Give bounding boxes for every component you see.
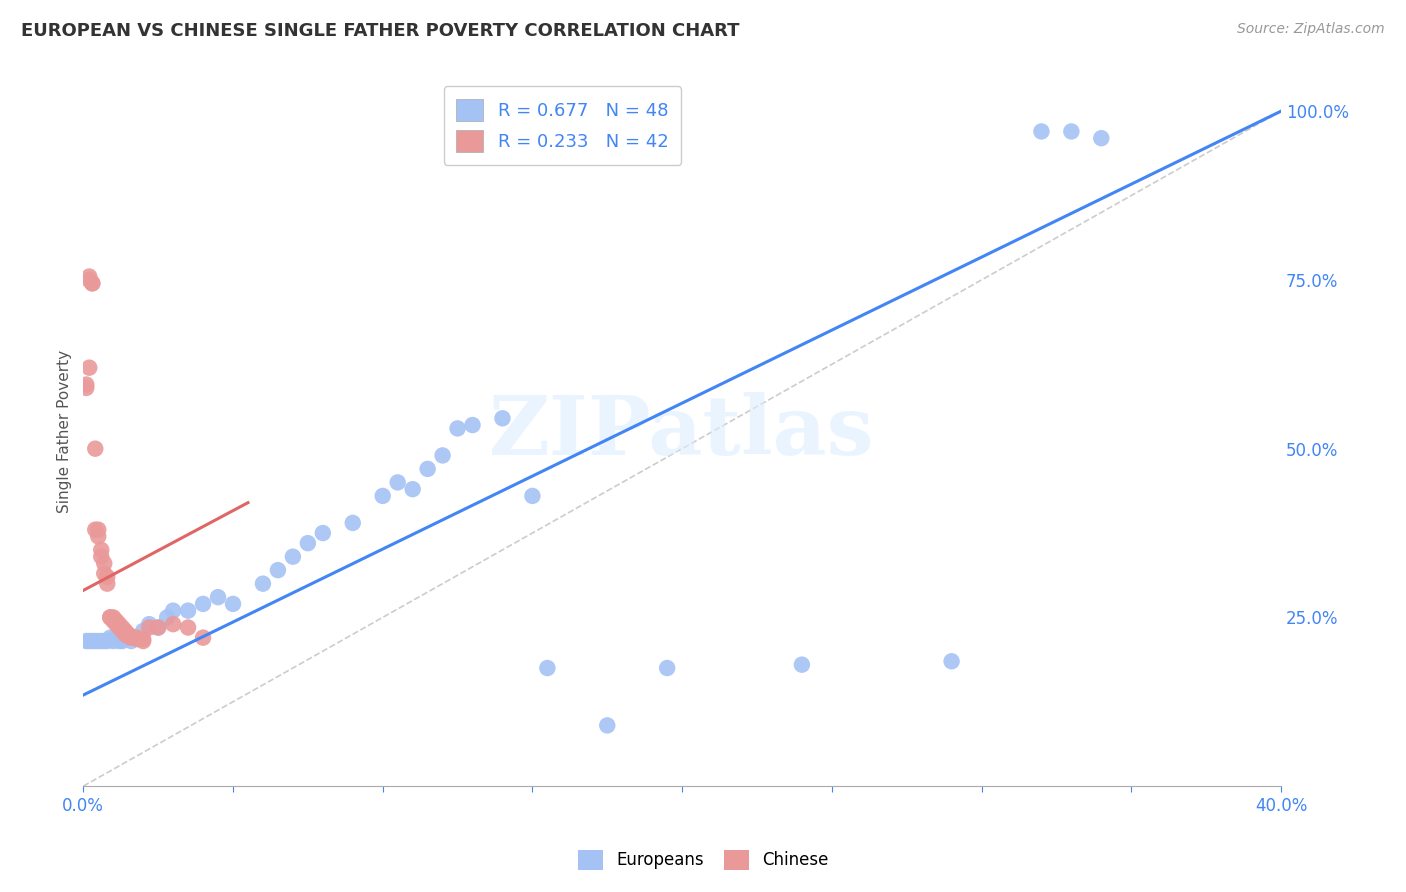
Point: [77, 273, 100, 287]
Point: [120, 629, 142, 643]
Point: [117, 627, 139, 641]
Point: [77, 634, 100, 648]
Point: [132, 632, 155, 646]
Point: [1060, 124, 1083, 138]
Point: [401, 482, 423, 496]
Point: [90, 549, 112, 564]
Point: [146, 621, 169, 635]
Point: [98, 610, 121, 624]
Point: [114, 627, 136, 641]
Point: [120, 631, 142, 645]
Point: [446, 421, 468, 435]
Point: [536, 661, 558, 675]
Point: [162, 617, 184, 632]
Point: [114, 624, 136, 638]
Point: [117, 629, 139, 643]
Point: [87, 529, 110, 543]
Legend: Europeans, Chinese: Europeans, Chinese: [571, 843, 835, 877]
Point: [138, 617, 160, 632]
Point: [297, 536, 319, 550]
Point: [111, 621, 134, 635]
Point: [98, 610, 121, 624]
Point: [491, 411, 513, 425]
Point: [77, 269, 100, 284]
Point: [75, 377, 97, 392]
Point: [120, 634, 142, 648]
Point: [281, 549, 304, 564]
Point: [75, 634, 97, 648]
Point: [432, 449, 454, 463]
Point: [82, 277, 104, 291]
Point: [177, 604, 200, 618]
Point: [84, 523, 107, 537]
Point: [156, 610, 179, 624]
Legend: R = 0.677   N = 48, R = 0.233   N = 42: R = 0.677 N = 48, R = 0.233 N = 42: [443, 87, 681, 165]
Point: [1031, 124, 1053, 138]
Point: [87, 523, 110, 537]
Point: [103, 634, 125, 648]
Point: [108, 621, 131, 635]
Point: [90, 634, 112, 648]
Point: [371, 489, 394, 503]
Point: [98, 631, 121, 645]
Point: [96, 570, 118, 584]
Point: [93, 557, 115, 571]
Point: [87, 634, 110, 648]
Point: [105, 631, 128, 645]
Point: [387, 475, 409, 490]
Point: [267, 563, 290, 577]
Point: [103, 610, 125, 624]
Point: [75, 381, 97, 395]
Point: [90, 542, 112, 557]
Point: [117, 631, 139, 645]
Point: [82, 277, 104, 291]
Point: [312, 526, 335, 541]
Point: [108, 617, 131, 632]
Text: ZIPatlas: ZIPatlas: [489, 392, 875, 472]
Point: [84, 442, 107, 456]
Point: [522, 489, 544, 503]
Point: [416, 462, 439, 476]
Text: EUROPEAN VS CHINESE SINGLE FATHER POVERTY CORRELATION CHART: EUROPEAN VS CHINESE SINGLE FATHER POVERT…: [21, 22, 740, 40]
Point: [96, 576, 118, 591]
Point: [132, 634, 155, 648]
Point: [138, 621, 160, 635]
Point: [105, 614, 128, 628]
Point: [127, 632, 149, 646]
Point: [162, 604, 184, 618]
Point: [93, 634, 115, 648]
Text: Source: ZipAtlas.com: Source: ZipAtlas.com: [1237, 22, 1385, 37]
Y-axis label: Single Father Poverty: Single Father Poverty: [58, 351, 72, 514]
Point: [191, 631, 214, 645]
Point: [657, 661, 679, 675]
Point: [132, 624, 155, 638]
Point: [103, 614, 125, 628]
Point: [114, 631, 136, 645]
Point: [105, 617, 128, 632]
Point: [461, 418, 484, 433]
Point: [252, 576, 274, 591]
Point: [77, 360, 100, 375]
Point: [108, 634, 131, 648]
Point: [177, 621, 200, 635]
Point: [111, 634, 134, 648]
Point: [1090, 131, 1112, 145]
Point: [222, 597, 245, 611]
Point: [82, 634, 104, 648]
Point: [84, 634, 107, 648]
Point: [127, 631, 149, 645]
Point: [342, 516, 364, 530]
Point: [111, 624, 134, 638]
Point: [941, 654, 963, 668]
Point: [93, 566, 115, 581]
Point: [146, 621, 169, 635]
Point: [790, 657, 813, 672]
Point: [191, 597, 214, 611]
Point: [96, 634, 118, 648]
Point: [207, 590, 229, 604]
Point: [596, 718, 619, 732]
